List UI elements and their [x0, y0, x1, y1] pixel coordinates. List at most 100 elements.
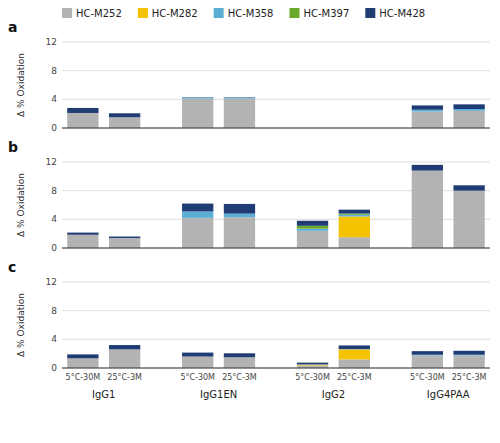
grid-line	[62, 339, 490, 340]
bar-segment	[412, 355, 443, 356]
bar-segment	[182, 357, 213, 368]
bar-segment	[224, 204, 255, 214]
bar-segment	[453, 104, 484, 109]
y-tick-label: 0	[51, 243, 57, 253]
y-tick-label: 0	[51, 123, 57, 133]
legend-label: HC-M397	[303, 8, 349, 19]
bar-segment	[109, 237, 140, 238]
bar-segment	[339, 349, 370, 359]
legend: HC-M252 HC-M282 HC-M358 HC-M397 HC-M428	[62, 8, 425, 19]
x-tick-label: 25°C-3M	[222, 373, 257, 382]
bar-segment	[339, 359, 370, 368]
bar-segment	[182, 97, 213, 98]
bar-segment	[297, 364, 328, 366]
grid-line	[62, 128, 490, 129]
y-tick-label: 8	[51, 186, 57, 196]
legend-label: HC-M428	[379, 8, 425, 19]
y-tick-label: 8	[51, 306, 57, 316]
bars	[67, 165, 485, 248]
bar-segment	[224, 217, 255, 248]
panel: a Δ % Oxidation 0 4 8 12	[8, 19, 490, 133]
legend-label: HC-M358	[228, 8, 274, 19]
grid-line	[62, 310, 490, 311]
bar-segment	[182, 211, 213, 217]
panel-label: c	[8, 259, 16, 275]
group-label: IgG4PAA	[427, 389, 470, 400]
x-axis-line	[62, 248, 490, 249]
bar-segment	[224, 98, 255, 99]
bar-segment	[109, 117, 140, 128]
grid-line	[62, 282, 490, 283]
bar-segment	[339, 214, 370, 215]
y-tick-label: 4	[51, 334, 57, 344]
x-tick-label: 5°C-30M	[180, 373, 215, 382]
legend-label: HC-M252	[76, 8, 122, 19]
grid-line	[62, 42, 490, 43]
bar-segment	[67, 235, 98, 248]
bar-segment	[297, 226, 328, 229]
y-axis-label: Δ % Oxidation	[16, 293, 26, 357]
bar-segment	[224, 99, 255, 128]
bar-segment	[339, 237, 370, 248]
bar-segment	[182, 98, 213, 99]
bar-segment	[412, 105, 443, 109]
bar-segment	[339, 215, 370, 217]
y-tick-label: 12	[46, 37, 57, 47]
bar-segment	[109, 237, 140, 238]
legend-swatch	[62, 8, 72, 18]
bar-segment	[412, 112, 443, 128]
bar-segment	[182, 353, 213, 357]
bar-segment	[224, 357, 255, 368]
grid-line	[62, 99, 490, 100]
legend-swatch	[365, 8, 375, 18]
legend-swatch	[214, 8, 224, 18]
bar-segment	[67, 354, 98, 358]
x-tick-label: 25°C-3M	[452, 373, 487, 382]
bar-segment	[339, 216, 370, 237]
y-tick-label: 8	[51, 66, 57, 76]
x-tick-label: 25°C-3M	[107, 373, 142, 382]
bar-segment	[453, 355, 484, 356]
bar-segment	[224, 98, 255, 99]
bar-segment	[339, 210, 370, 214]
bar-segment	[109, 349, 140, 368]
grid-line	[62, 162, 490, 163]
bar-segment	[109, 345, 140, 349]
y-tick-label: 4	[51, 214, 57, 224]
group-label: IgG2	[322, 389, 345, 400]
bar-segment	[297, 229, 328, 231]
y-tick-label: 4	[51, 94, 57, 104]
x-axis-line	[62, 128, 490, 129]
bar-segment	[67, 113, 98, 128]
y-axis-label: Δ % Oxidation	[16, 173, 26, 237]
bar-segment	[453, 111, 484, 128]
bar-segment	[224, 97, 255, 98]
x-tick-label: 5°C-30M	[66, 373, 101, 382]
bar-segment	[182, 98, 213, 99]
y-tick-label: 12	[46, 157, 57, 167]
panel-label: b	[8, 139, 18, 155]
panel: cΔ % Oxidation048125°C-30M25°C-3M5°C-30M…	[8, 259, 490, 400]
bar-segment	[182, 97, 213, 98]
legend-label: HC-M282	[152, 8, 198, 19]
panel-label: a	[8, 19, 17, 35]
bar-segment	[109, 238, 140, 248]
bar-segment	[109, 113, 140, 117]
bar-segment	[67, 358, 98, 368]
x-tick-label: 5°C-30M	[410, 373, 445, 382]
bar-segment	[412, 165, 443, 171]
grid-line	[62, 70, 490, 71]
bar-segment	[297, 231, 328, 248]
bar-segment	[453, 109, 484, 111]
bar-segment	[182, 204, 213, 212]
bar-segment	[109, 237, 140, 238]
grid-line	[62, 248, 490, 249]
bar-segment	[453, 191, 484, 248]
bar-segment	[224, 353, 255, 357]
bar-segment	[182, 99, 213, 128]
x-tick-label: 25°C-3M	[337, 373, 372, 382]
bar-segment	[109, 237, 140, 238]
bar-segment	[412, 171, 443, 248]
y-axis-label: Δ % Oxidation	[16, 53, 26, 117]
bar-segment	[67, 233, 98, 235]
